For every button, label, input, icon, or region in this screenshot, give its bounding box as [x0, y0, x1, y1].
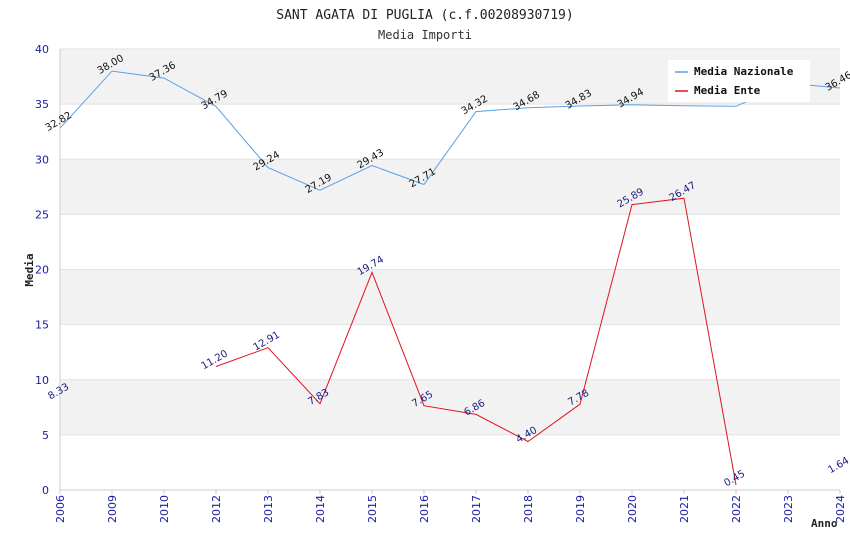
y-tick-label: 25 [35, 208, 49, 221]
y-tick-label: 0 [42, 484, 49, 497]
gridlines [59, 48, 840, 491]
y-axis-ticks: 0 5 10 15 20 25 30 35 40 [35, 43, 49, 497]
plot-band [60, 159, 840, 215]
x-tick-label: 2023 [782, 495, 795, 523]
plot-band [60, 269, 840, 325]
series-line-media-ente [215, 197, 737, 486]
series-lines [59, 70, 841, 486]
chart-subtitle: Media Importi [378, 28, 472, 42]
x-tick-label: 2020 [626, 495, 639, 523]
x-axis-ticks: 2006 2009 2010 2012 2013 2014 2015 2016 2017 2018… [54, 490, 847, 523]
x-tick-label: 2010 [158, 495, 171, 523]
x-tick-label: 2006 [54, 495, 67, 523]
x-tick-label: 2022 [730, 495, 743, 523]
y-tick-label: 30 [35, 153, 49, 166]
x-tick-label: 2018 [522, 495, 535, 523]
legend-label-media-nazionale: Media Nazionale [694, 65, 794, 78]
y-tick-label: 10 [35, 374, 49, 387]
x-tick-label: 2012 [210, 495, 223, 523]
y-tick-label: 40 [35, 43, 49, 56]
chart-title: SANT AGATA DI PUGLIA (c.f.00208930719) [276, 8, 573, 23]
x-tick-label: 2019 [574, 495, 587, 523]
x-tick-label: 2017 [470, 495, 483, 523]
y-tick-label: 15 [35, 319, 49, 332]
legend: Media Nazionale Media Ente [668, 60, 810, 102]
x-tick-label: 2015 [366, 495, 379, 523]
y-axis-label: Media [23, 253, 36, 286]
x-axis-label: Anno [811, 517, 838, 530]
y-tick-label: 5 [42, 429, 49, 442]
series-line-media-nazionale [59, 70, 841, 191]
x-tick-label: 2013 [262, 495, 275, 523]
legend-box [668, 60, 810, 102]
x-tick-label: 2016 [418, 495, 431, 523]
plot-band [60, 379, 840, 435]
x-tick-label: 2014 [314, 495, 327, 523]
y-tick-label: 35 [35, 98, 49, 111]
legend-label-media-ente: Media Ente [694, 84, 761, 97]
y-tick-label: 20 [35, 264, 49, 277]
x-tick-label: 2021 [678, 495, 691, 523]
x-tick-label: 2024 [834, 495, 847, 523]
x-tick-label: 2009 [106, 495, 119, 523]
